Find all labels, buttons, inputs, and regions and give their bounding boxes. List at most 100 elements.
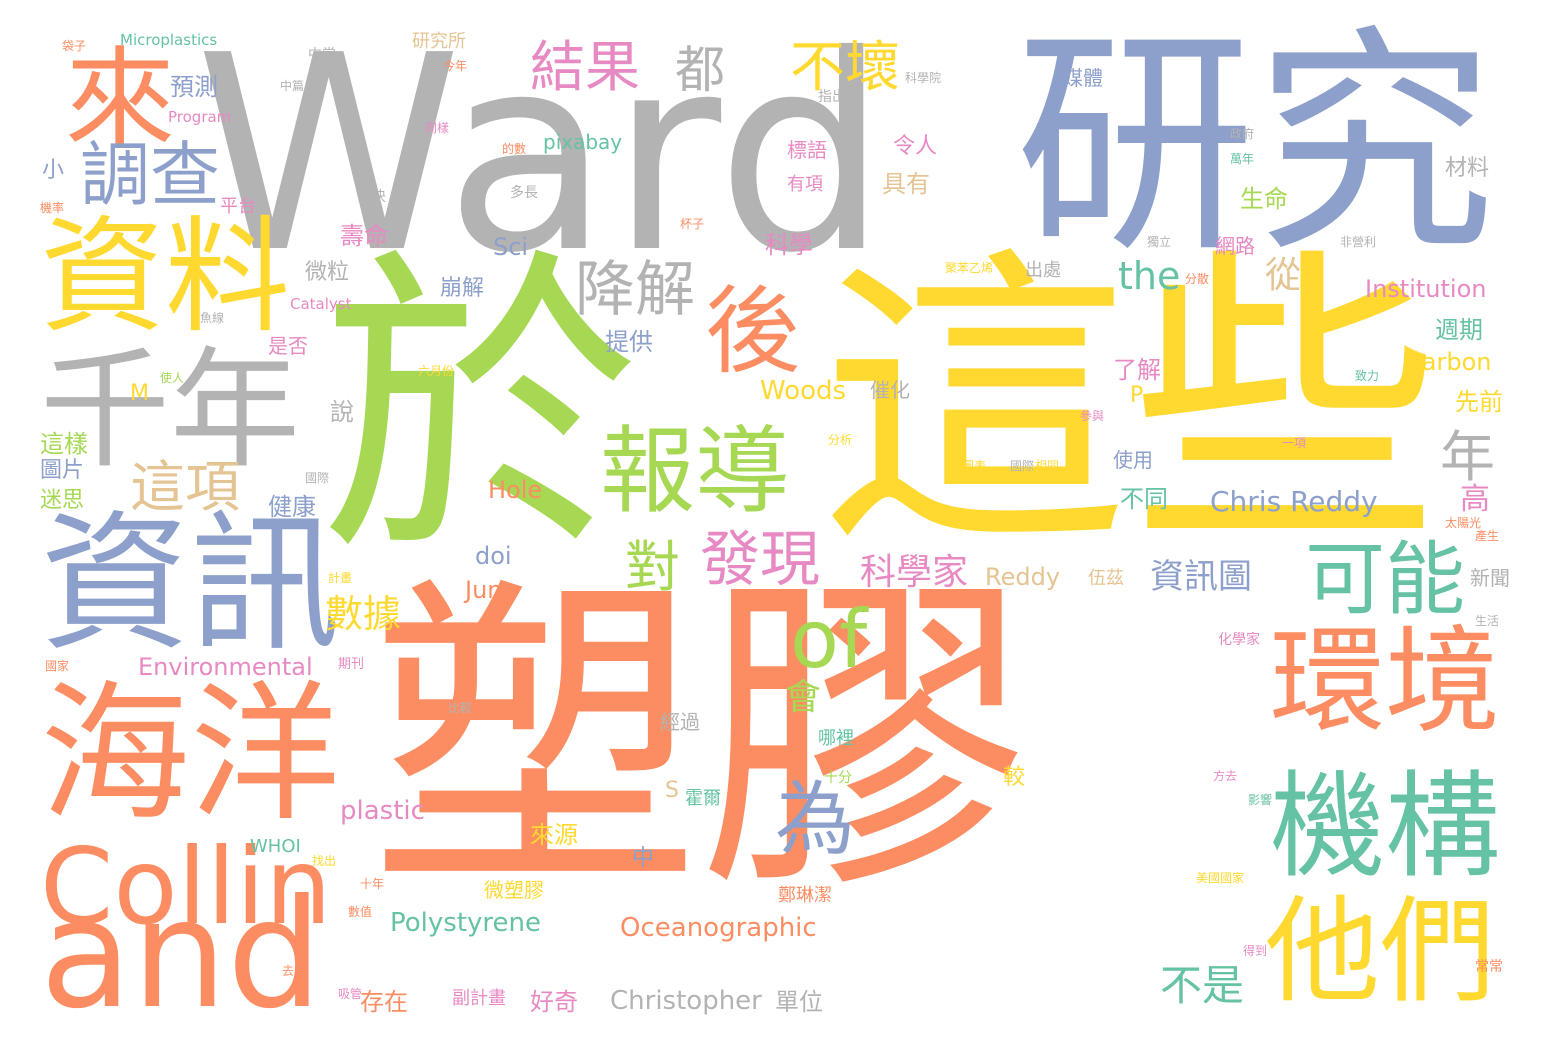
cloud-word: 健康 — [268, 493, 316, 521]
cloud-word: 崩解 — [440, 276, 485, 301]
cloud-word: 研究 — [1015, 5, 1496, 285]
cloud-word: 先前 — [1455, 388, 1503, 416]
cloud-word: Christopher — [610, 986, 762, 1016]
cloud-word: 科學院 — [905, 71, 942, 85]
cloud-word: 存在 — [360, 988, 408, 1016]
cloud-word: 萬年 — [1230, 152, 1255, 166]
cloud-word: 較 — [1003, 765, 1026, 790]
cloud-word: 海洋 — [40, 668, 341, 842]
cloud-word: 這項 — [130, 455, 241, 519]
cloud-word: Carbon — [1405, 348, 1492, 376]
cloud-word: 伍茲 — [1088, 568, 1124, 589]
cloud-word: 微粒 — [305, 260, 350, 285]
cloud-word: 媒體 — [1063, 66, 1103, 90]
cloud-word: 機構 — [1270, 760, 1501, 894]
cloud-word: P — [1130, 383, 1144, 408]
cloud-word: 找出 — [312, 854, 337, 868]
cloud-word: Sci — [493, 233, 529, 261]
cloud-word: 資料 — [40, 205, 290, 350]
cloud-word: 來源 — [530, 821, 578, 849]
cloud-word: 致力 — [1355, 369, 1380, 383]
cloud-word: 是否 — [268, 334, 308, 358]
cloud-word: 化學家 — [1218, 632, 1260, 648]
cloud-word: 生命 — [1240, 185, 1288, 213]
cloud-word: 常常 — [1475, 959, 1503, 975]
cloud-word: 出處 — [1025, 260, 1061, 281]
cloud-word: 十分 — [824, 770, 852, 786]
cloud-word: 資訊 — [40, 498, 341, 672]
cloud-word: plastic — [340, 796, 425, 826]
cloud-word: 他們 — [1265, 885, 1496, 1019]
cloud-word: 產生 — [1475, 529, 1500, 543]
cloud-word: 降解 — [575, 255, 695, 325]
cloud-word: 材料 — [1445, 156, 1490, 181]
cloud-word: Environmental — [138, 653, 313, 681]
cloud-word: 令人 — [893, 134, 938, 159]
cloud-word: 霍爾 — [685, 788, 721, 809]
cloud-word: 具有 — [882, 170, 930, 198]
cloud-word: 於 — [320, 224, 640, 596]
cloud-word: 同樣 — [425, 121, 450, 135]
cloud-word: 不同 — [1120, 485, 1168, 513]
cloud-word: 政府 — [1230, 127, 1255, 141]
cloud-word: Ward — [195, 0, 888, 312]
cloud-word: WHOI — [250, 836, 301, 857]
cloud-word: 鄭琳潔 — [778, 885, 832, 906]
cloud-word: 新聞 — [1470, 566, 1510, 590]
cloud-word: 對 — [625, 535, 681, 599]
cloud-word: 太陽光 — [1445, 516, 1482, 530]
cloud-word: M — [130, 381, 149, 406]
cloud-word: 後 — [705, 277, 801, 387]
cloud-word: Chris Reddy — [1210, 485, 1378, 518]
cloud-word: 多長 — [510, 185, 538, 201]
cloud-word: 十年 — [360, 877, 385, 891]
cloud-word: 預測 — [170, 73, 218, 101]
cloud-word: 發現 — [700, 525, 820, 595]
cloud-word: 經過 — [660, 710, 700, 734]
cloud-word: doi — [475, 542, 512, 570]
cloud-word: 中 — [632, 846, 655, 871]
cloud-word: 數據 — [325, 592, 402, 636]
cloud-word: 圖片 — [40, 458, 85, 483]
cloud-word: 今年 — [443, 59, 468, 73]
cloud-word: 網路 — [1215, 234, 1255, 258]
cloud-word: 不是 — [1160, 961, 1245, 1010]
cloud-word: 來 — [65, 36, 175, 164]
cloud-word: 吸管 — [338, 987, 363, 1001]
cloud-word: 高 — [1460, 482, 1490, 517]
cloud-word: Program — [168, 108, 232, 126]
cloud-word: 可能 — [1305, 533, 1465, 626]
cloud-word: 年 — [1440, 425, 1496, 489]
cloud-word: 美國國家 — [1196, 871, 1245, 885]
cloud-word: 平台 — [220, 196, 256, 217]
cloud-word: 從 — [1265, 255, 1302, 296]
cloud-word: 標語 — [787, 138, 827, 162]
cloud-word: Microplastics — [120, 31, 218, 49]
cloud-word: 結果 — [530, 35, 641, 99]
cloud-word: 解決 — [358, 189, 386, 205]
cloud-word: 一項 — [1282, 436, 1307, 450]
cloud-word: 了解 — [1113, 356, 1161, 384]
cloud-word: 期刊 — [338, 657, 365, 672]
cloud-word: 袋子 — [62, 39, 87, 53]
cloud-word: 參與 — [1080, 409, 1105, 423]
cloud-word: 影響 — [1248, 793, 1273, 807]
cloud-word: 週期 — [1435, 316, 1483, 344]
cloud-word: Collin — [40, 826, 332, 948]
cloud-word: 計畫 — [328, 571, 353, 585]
cloud-word: 有項 — [787, 174, 823, 195]
cloud-word: 哪裡 — [818, 728, 854, 749]
cloud-word: 聚苯乙烯 — [945, 261, 994, 275]
cloud-word: 微塑膠 — [484, 878, 544, 902]
cloud-word: Reddy — [985, 563, 1061, 591]
cloud-word: 魚線 — [200, 311, 225, 325]
cloud-word: 相同 — [1035, 459, 1060, 473]
cloud-word: 副計畫 — [452, 988, 506, 1009]
cloud-word: Polystyrene — [390, 908, 541, 938]
cloud-word: 壽命 — [340, 222, 388, 250]
cloud-word: Oceanographic — [620, 913, 817, 943]
cloud-word: 國家 — [45, 659, 70, 673]
cloud-word: 說 — [330, 398, 354, 426]
cloud-word: 數值 — [348, 905, 373, 919]
